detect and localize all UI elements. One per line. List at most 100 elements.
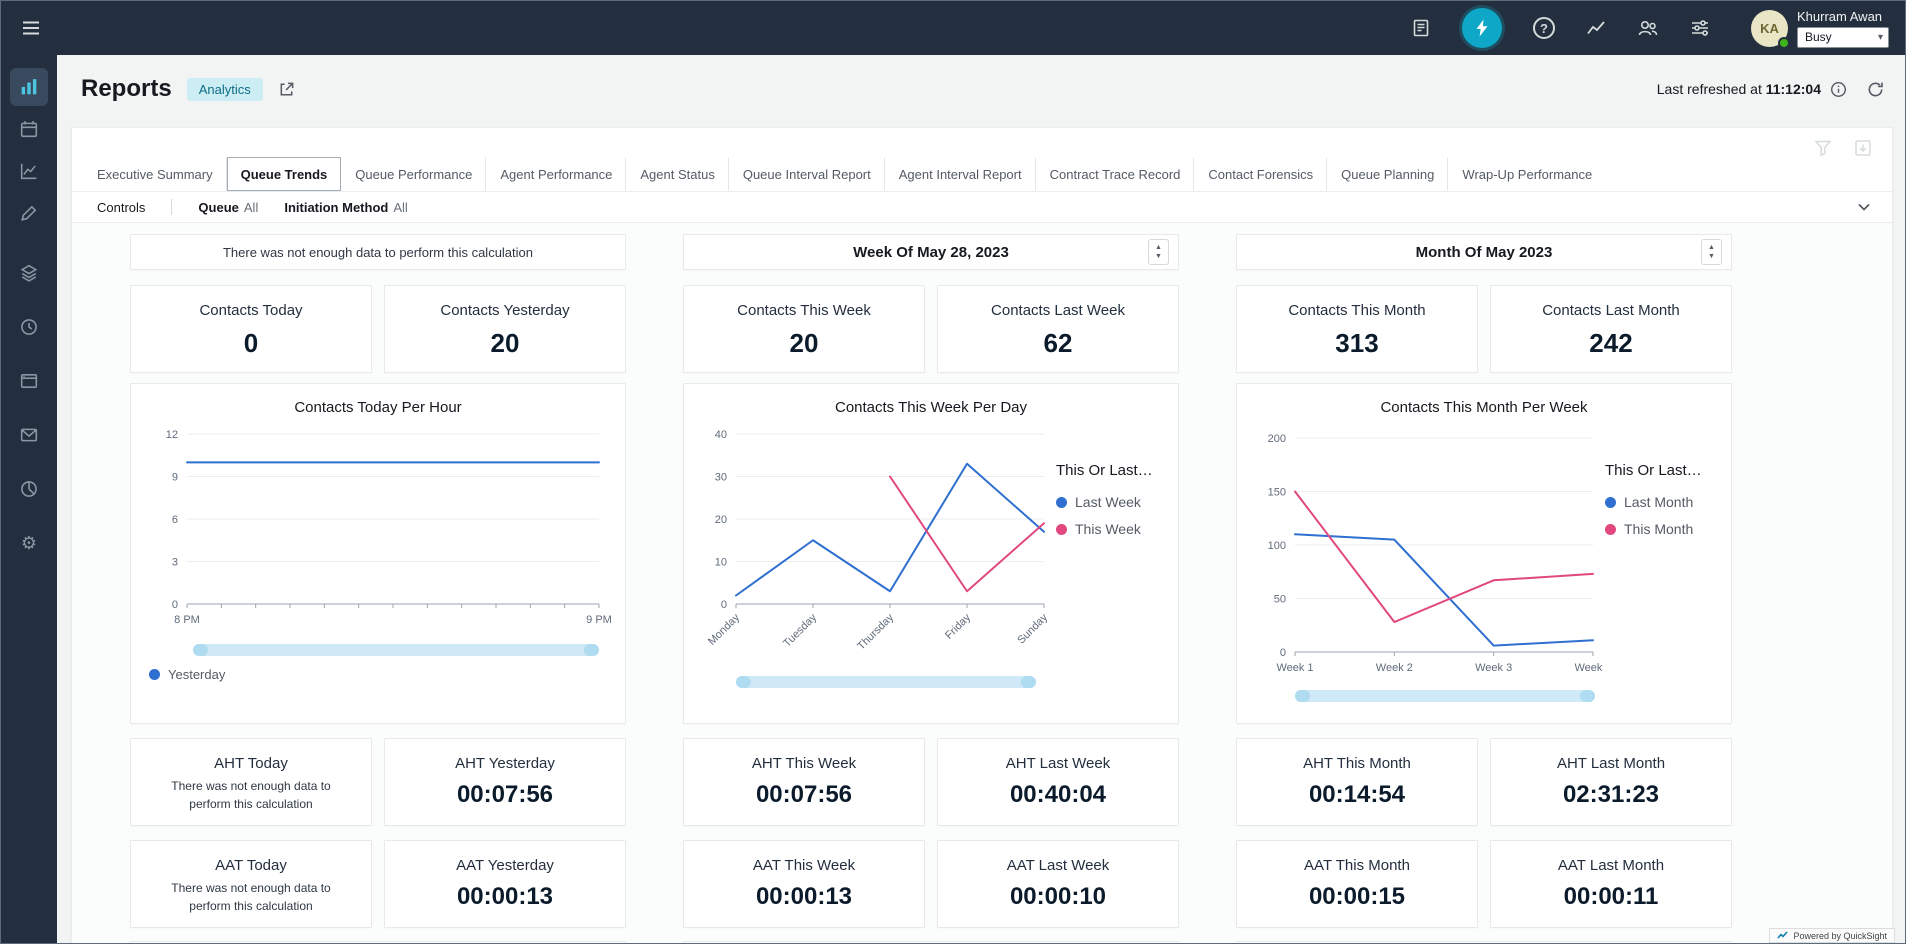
status-value: Busy bbox=[1805, 30, 1832, 44]
legend-label: Last Week bbox=[1075, 494, 1141, 510]
sidebar-item-queues[interactable] bbox=[10, 254, 48, 292]
status-dropdown[interactable]: Busy ▾ bbox=[1797, 26, 1889, 48]
export-icon[interactable] bbox=[1854, 139, 1872, 157]
sidebar: ⚙ bbox=[1, 55, 57, 943]
sidebar-item-windows[interactable] bbox=[10, 362, 48, 400]
line-chart-contacts-this-month-per-week[interactable]: 0 50 100 150 200 Week 1 Week 2 Week 3 Week 4 bbox=[1249, 430, 1605, 682]
legend-item-last-month[interactable]: Last Month bbox=[1605, 494, 1723, 510]
chart-legend: Yesterday bbox=[149, 667, 625, 682]
pie-chart-icon bbox=[21, 481, 37, 497]
svg-text:10: 10 bbox=[715, 557, 727, 569]
month-period-stepper[interactable]: ▲ ▼ bbox=[1701, 239, 1722, 265]
chart-card-contacts-this-week-per-day: Contacts This Week Per Day 0 10 20 30 40 Mond… bbox=[683, 383, 1179, 724]
quicksight-log-icon bbox=[1777, 931, 1789, 939]
kpi-value: 00:00:10 bbox=[1009, 883, 1107, 910]
kpi-value: 20 bbox=[789, 328, 819, 358]
shell: ⚙ Reports Analytics Last refreshed at 11… bbox=[1, 55, 1905, 943]
kpi-value: 00:40:04 bbox=[1009, 781, 1107, 808]
users-icon[interactable] bbox=[1637, 18, 1659, 38]
chart-card-contacts-this-month-per-week: Contacts This Month Per Week 0 50 100 150 20… bbox=[1236, 383, 1732, 724]
kpi-row: Contacts Today 0 Contacts Yesterday 20 bbox=[130, 285, 626, 373]
tab-contact-forensics[interactable]: Contact Forensics bbox=[1194, 157, 1328, 191]
notes-icon[interactable] bbox=[1411, 18, 1431, 38]
help-icon[interactable]: ? bbox=[1533, 17, 1555, 39]
sidebar-item-reports[interactable] bbox=[10, 470, 48, 508]
chart-horizontal-scrollbar[interactable] bbox=[1295, 690, 1595, 702]
stepper-up-icon: ▲ bbox=[1708, 244, 1715, 251]
tab-queue-interval-report[interactable]: Queue Interval Report bbox=[729, 157, 885, 191]
svg-text:Monday: Monday bbox=[706, 611, 743, 648]
legend-item-this-week[interactable]: This Week bbox=[1056, 521, 1174, 537]
kpi-value: 00:00:13 bbox=[456, 883, 554, 910]
powered-by-quicksight-badge: Powered by QuickSight bbox=[1769, 928, 1895, 943]
chart-area: 0 50 100 150 200 Week 1 Week 2 Week 3 Week 4 Thi… bbox=[1237, 416, 1731, 702]
svg-text:0: 0 bbox=[172, 599, 178, 611]
legend-item-last-week[interactable]: Last Week bbox=[1056, 494, 1174, 510]
tab-executive-summary[interactable]: Executive Summary bbox=[83, 157, 227, 191]
column-month: Month Of May 2023 ▲ ▼ Contacts This Mont… bbox=[1236, 234, 1732, 943]
sidebar-item-metrics[interactable] bbox=[10, 152, 48, 190]
collapse-controls-chevron-icon[interactable] bbox=[1856, 199, 1872, 215]
insight-note-text: There was not enough data to perform thi… bbox=[222, 244, 533, 260]
sidebar-item-calendar[interactable] bbox=[10, 110, 48, 148]
kpi-aat-today: AAT Today There was not enough data to p… bbox=[130, 840, 372, 928]
initiation-method-filter-control[interactable]: Initiation Method All bbox=[284, 199, 408, 215]
info-icon[interactable] bbox=[1830, 81, 1847, 98]
sidebar-item-analytics[interactable] bbox=[10, 68, 48, 106]
tab-agent-status[interactable]: Agent Status bbox=[626, 157, 729, 191]
kpi-contacts-this-week: Contacts This Week 20 bbox=[683, 285, 925, 373]
filter-icon[interactable] bbox=[1814, 139, 1832, 157]
kpi-value: 02:31:23 bbox=[1562, 781, 1660, 808]
svg-text:3: 3 bbox=[172, 557, 178, 569]
legend-item-this-month[interactable]: This Month bbox=[1605, 521, 1723, 537]
tab-queue-trends[interactable]: Queue Trends bbox=[226, 157, 342, 191]
sliders-icon[interactable] bbox=[1690, 18, 1710, 38]
svg-text:Week 2: Week 2 bbox=[1376, 662, 1413, 674]
legend-label-yesterday[interactable]: Yesterday bbox=[168, 667, 226, 682]
kpi-value: 00:07:56 bbox=[755, 781, 853, 808]
tab-queue-performance[interactable]: Queue Performance bbox=[341, 157, 487, 191]
tab-contract-trace-record[interactable]: Contract Trace Record bbox=[1036, 157, 1195, 191]
tab-agent-interval-report[interactable]: Agent Interval Report bbox=[885, 157, 1036, 191]
legend-label: Last Month bbox=[1624, 494, 1694, 510]
week-period-stepper[interactable]: ▲ ▼ bbox=[1148, 239, 1169, 265]
legend-dot bbox=[1605, 496, 1616, 508]
external-link-icon[interactable] bbox=[278, 81, 295, 98]
chart-plot-wrap: 0 50 100 150 200 Week 1 Week 2 Week 3 Week 4 bbox=[1237, 416, 1605, 702]
tab-wrap-up-performance[interactable]: Wrap-Up Performance bbox=[1462, 167, 1593, 182]
kpi-value: 242 bbox=[1589, 328, 1633, 358]
kpi-label: AAT This Month bbox=[1304, 857, 1410, 874]
dashboard-grid: There was not enough data to perform thi… bbox=[72, 223, 1892, 943]
line-chart-contacts-this-week-per-day[interactable]: 0 10 20 30 40 Monday Tuesday Thursday Friday Sund… bbox=[696, 426, 1056, 666]
kpi-label: AAT Yesterday bbox=[456, 857, 554, 874]
topbar-actions: ? KA Khurram Awan Busy ▾ bbox=[1411, 8, 1889, 49]
chart-legend: This Or Last… Last Week This Week bbox=[1056, 416, 1174, 688]
svg-text:Week 4: Week 4 bbox=[1574, 662, 1605, 674]
svg-text:0: 0 bbox=[1280, 647, 1286, 659]
legend-dot bbox=[1605, 523, 1616, 535]
lightning-icon[interactable] bbox=[1462, 8, 1502, 48]
line-chart-contacts-today-per-hour[interactable]: 0 3 6 9 12 8 PM 9 PM bbox=[139, 426, 625, 634]
queue-filter-control[interactable]: Queue All bbox=[198, 199, 259, 215]
insight-note-card: There was not enough data to perform thi… bbox=[130, 234, 626, 270]
tab-agent-performance[interactable]: Agent Performance bbox=[486, 157, 627, 191]
svg-text:20: 20 bbox=[715, 514, 727, 526]
kpi-label: AHT This Week bbox=[751, 755, 857, 772]
chart-horizontal-scrollbar[interactable] bbox=[193, 644, 599, 656]
tab-queue-planning[interactable]: Queue Planning bbox=[1327, 157, 1449, 191]
page-header: Reports Analytics Last refreshed at 11:1… bbox=[57, 55, 1905, 117]
main-content: Reports Analytics Last refreshed at 11:1… bbox=[57, 55, 1905, 943]
sidebar-item-edit[interactable] bbox=[10, 194, 48, 232]
legend-dot-yesterday bbox=[149, 669, 160, 680]
sidebar-item-email[interactable] bbox=[10, 416, 48, 454]
kpi-row: AAT This Month 00:00:15 AAT Last Month 0… bbox=[1236, 840, 1732, 928]
sidebar-item-history[interactable] bbox=[10, 308, 48, 346]
hamburger-menu-icon[interactable] bbox=[13, 10, 49, 46]
chart-horizontal-scrollbar[interactable] bbox=[736, 676, 1036, 688]
sidebar-item-settings[interactable]: ⚙ bbox=[10, 524, 48, 562]
chart-area: 0 10 20 30 40 Monday Tuesday Thursday Friday Sund… bbox=[684, 416, 1178, 688]
avatar[interactable]: KA bbox=[1751, 9, 1790, 49]
controls-bar: Controls Queue All Initiation Method All bbox=[72, 191, 1892, 223]
refresh-icon[interactable] bbox=[1866, 80, 1885, 99]
metrics-icon[interactable] bbox=[1586, 18, 1606, 38]
